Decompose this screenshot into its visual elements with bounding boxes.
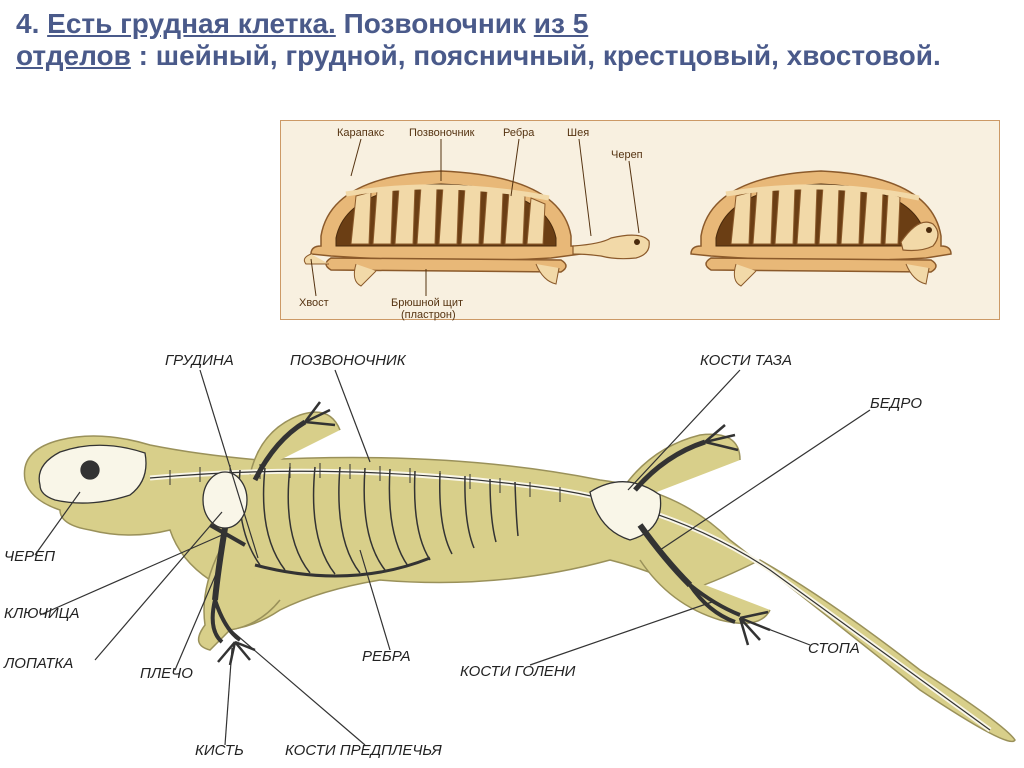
- label-spine-lizard: ПОЗВОНОЧНИК: [290, 352, 406, 369]
- title-rest: : шейный, грудной, поясничный, крестцовы…: [139, 40, 941, 71]
- label-sternum: ГРУДИНА: [165, 352, 234, 369]
- label-clavicle: КЛЮЧИЦА: [4, 605, 80, 622]
- title-num: 4.: [16, 8, 47, 39]
- label-foot: СТОПА: [808, 640, 860, 657]
- label-pelvis: КОСТИ ТАЗА: [700, 352, 792, 369]
- turtle-leaders: [281, 121, 1001, 321]
- label-skull-lizard: ЧЕРЕП: [4, 548, 55, 565]
- title-u1: Есть грудная клетка.: [47, 8, 336, 39]
- label-humerus: ПЛЕЧО: [140, 665, 193, 682]
- label-hand: КИСТЬ: [195, 742, 244, 759]
- label-femur: БЕДРО: [870, 395, 922, 412]
- title-u3: отделов: [16, 40, 131, 71]
- title-u2: из 5: [534, 8, 588, 39]
- label-ribs-lizard: РЕБРА: [362, 648, 411, 665]
- label-shin: КОСТИ ГОЛЕНИ: [460, 663, 575, 680]
- slide-title: 4. Есть грудная клетка. Позвоночник из 5…: [0, 0, 1024, 80]
- label-scapula: ЛОПАТКА: [4, 655, 73, 672]
- label-forearm: КОСТИ ПРЕДПЛЕЧЬЯ: [285, 742, 442, 759]
- turtle-diagram-panel: Карапакс Позвоночник Ребра Шея Череп Хво…: [280, 120, 1000, 320]
- title-mid: Позвоночник: [344, 8, 534, 39]
